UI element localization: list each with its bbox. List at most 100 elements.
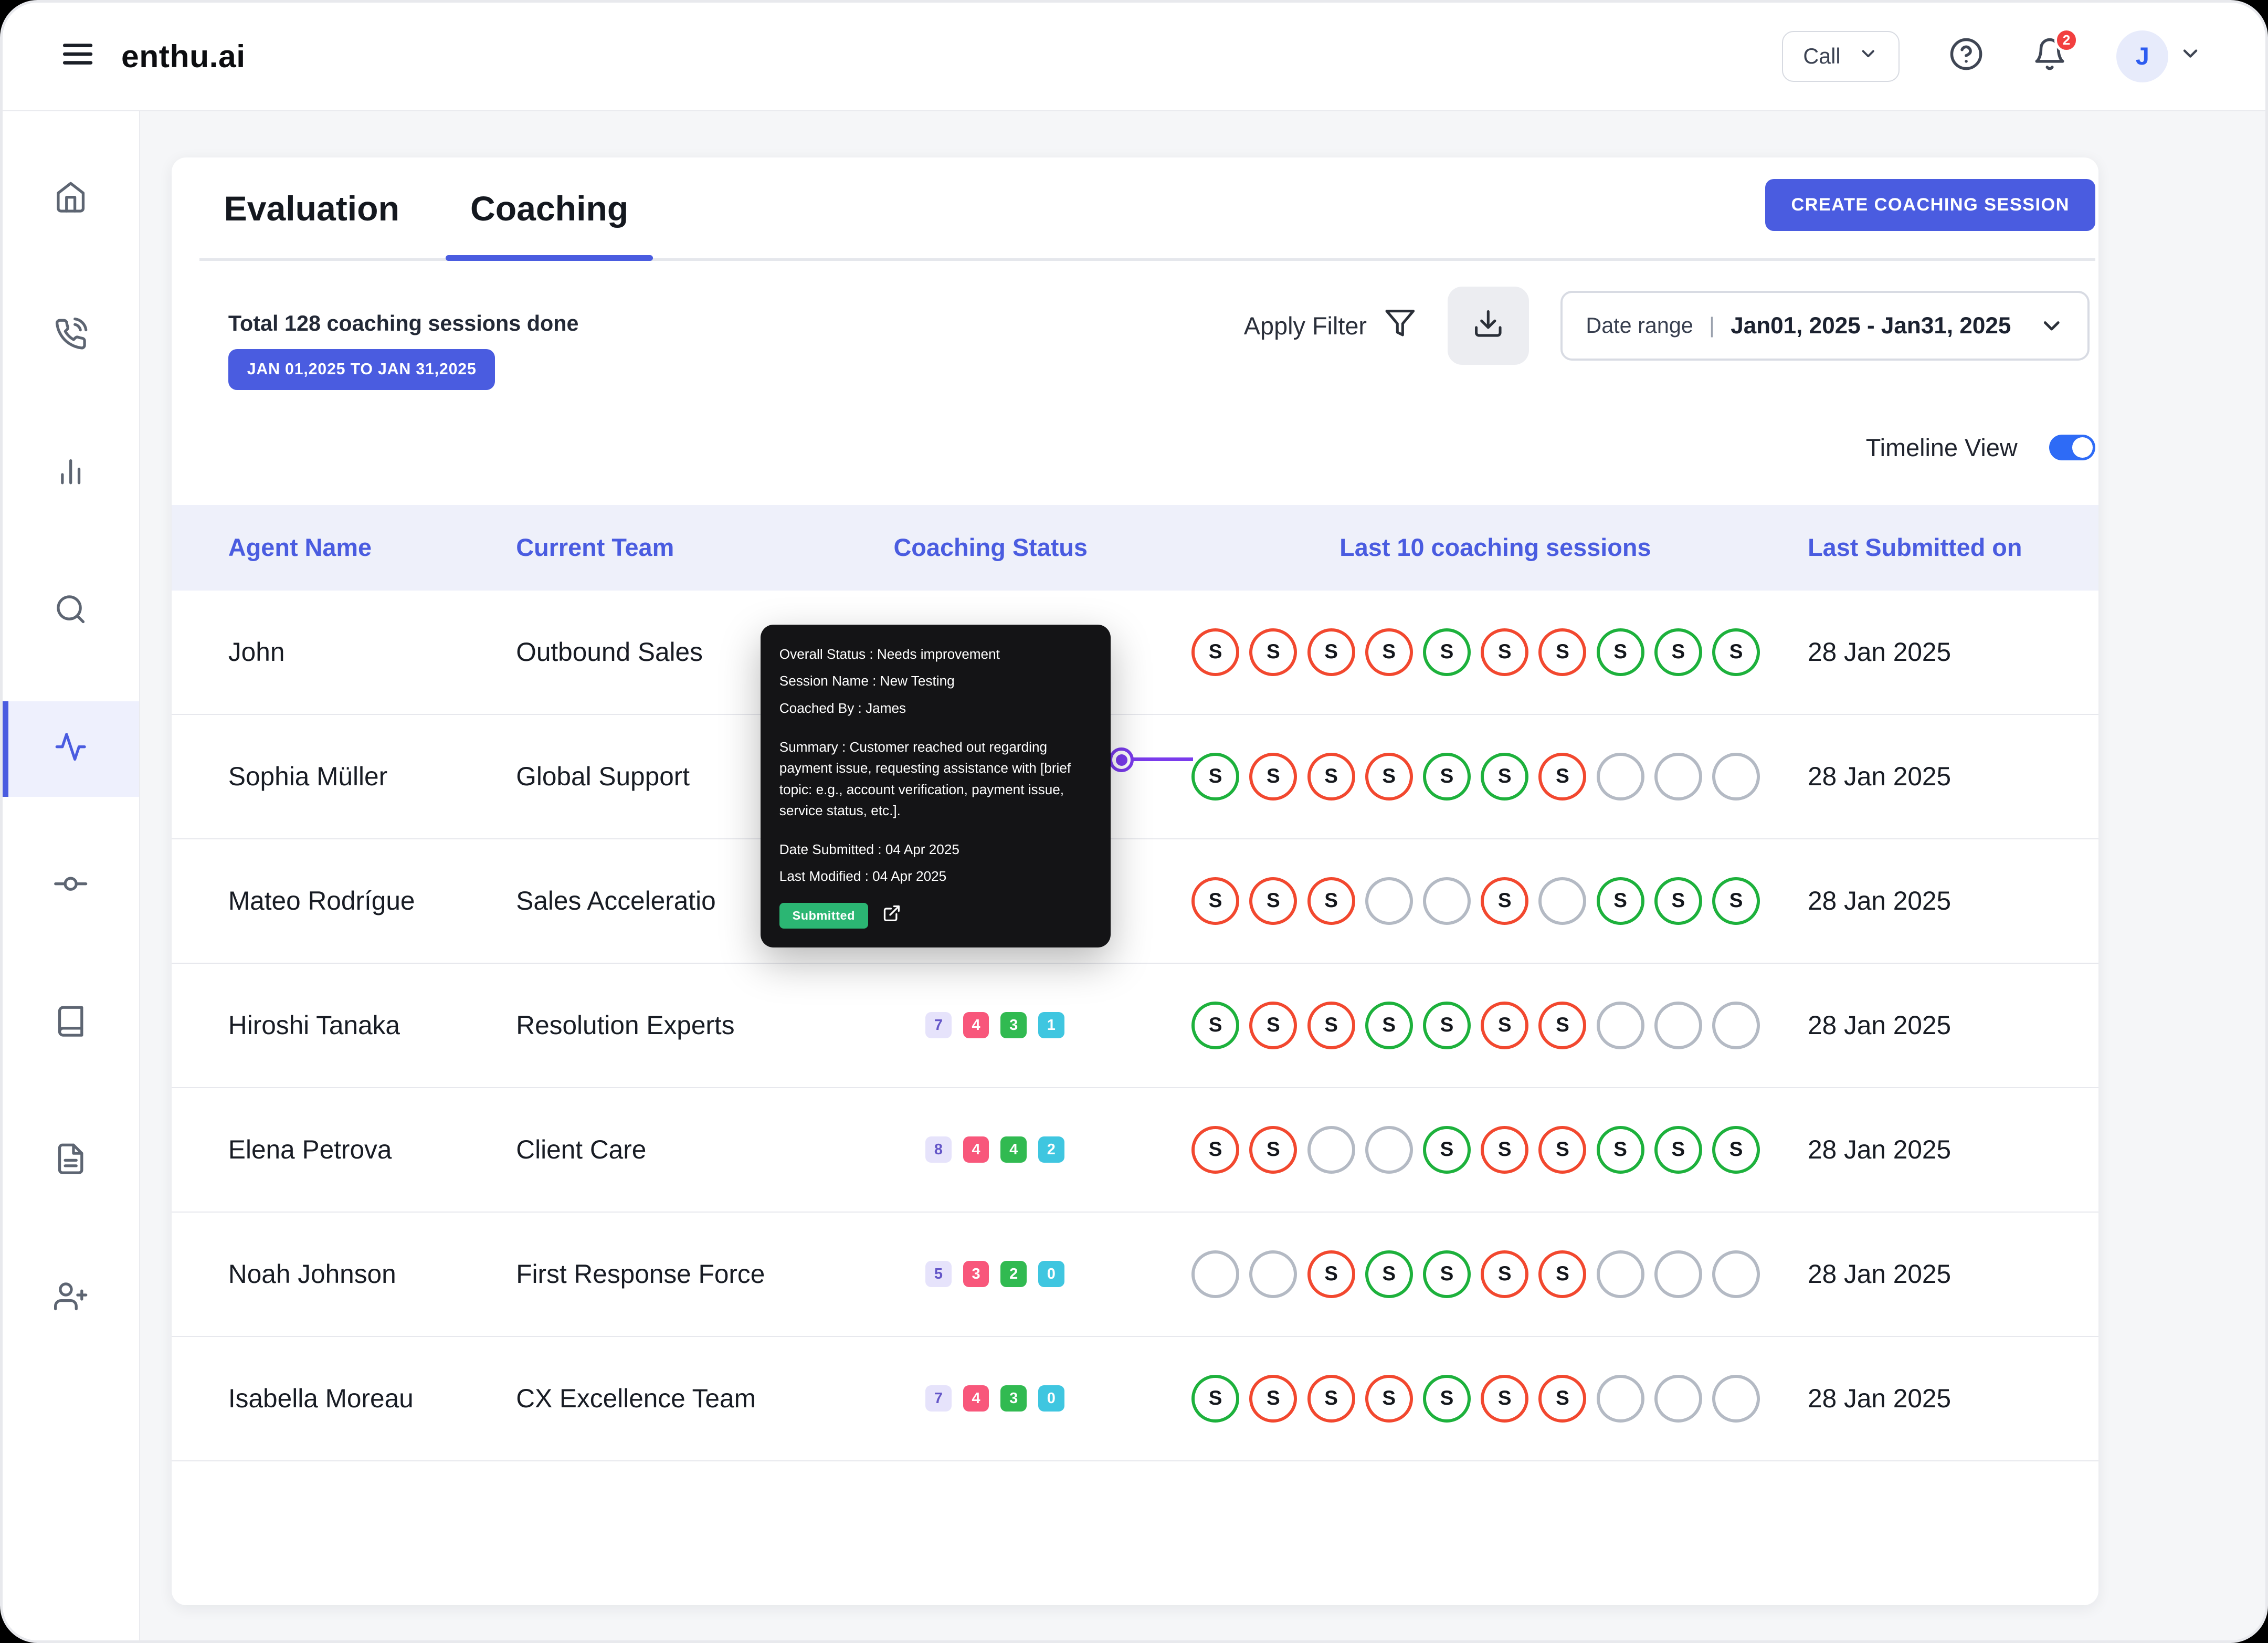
session-circle[interactable]: S	[1307, 877, 1355, 925]
session-circle[interactable]: S	[1365, 752, 1413, 801]
session-circle[interactable]: S	[1538, 1374, 1587, 1423]
session-circle[interactable]	[1596, 1001, 1644, 1049]
session-circle[interactable]: S	[1712, 1125, 1760, 1174]
session-circle[interactable]	[1596, 752, 1644, 801]
sidebar-item-integrations[interactable]	[3, 839, 139, 934]
session-circle[interactable]	[1596, 1250, 1644, 1298]
session-circle[interactable]	[1712, 1374, 1760, 1423]
apply-filter-button[interactable]: Apply Filter	[1244, 307, 1416, 345]
session-circle[interactable]: S	[1249, 628, 1297, 676]
session-circle[interactable]: S	[1307, 1001, 1355, 1049]
session-circle[interactable]: S	[1481, 877, 1529, 925]
session-circle[interactable]: S	[1365, 1250, 1413, 1298]
session-circle[interactable]	[1654, 1374, 1702, 1423]
status-count-badge: 0	[1038, 1385, 1064, 1412]
session-circle[interactable]	[1712, 752, 1760, 801]
session-circle[interactable]: S	[1191, 1001, 1240, 1049]
session-circle[interactable]: S	[1423, 1125, 1471, 1174]
sidebar-item-reports[interactable]	[3, 1113, 139, 1209]
menu-button[interactable]	[60, 37, 95, 76]
session-circle[interactable]: S	[1538, 1125, 1587, 1174]
notifications-button[interactable]: 2	[2032, 28, 2079, 76]
session-circle[interactable]: S	[1307, 628, 1355, 676]
session-circle[interactable]: S	[1596, 628, 1644, 676]
session-circle[interactable]: S	[1423, 1001, 1471, 1049]
session-circle[interactable]: S	[1423, 1374, 1471, 1423]
tooltip-date-submitted: Date Submitted : 04 Apr 2025	[779, 841, 959, 857]
call-dropdown[interactable]: Call	[1781, 31, 1900, 82]
session-circle[interactable]	[1654, 1001, 1702, 1049]
session-circle[interactable]	[1712, 1001, 1760, 1049]
session-circle[interactable]: S	[1249, 1125, 1297, 1174]
session-circle[interactable]: S	[1481, 1125, 1529, 1174]
session-circle[interactable]: S	[1712, 877, 1760, 925]
status-count-badge: 4	[963, 1136, 989, 1163]
sidebar-item-analytics[interactable]	[3, 426, 139, 522]
session-circle[interactable]: S	[1481, 628, 1529, 676]
date-range-picker[interactable]: Date range | Jan01, 2025 - Jan31, 2025	[1560, 291, 2090, 361]
session-circle[interactable]	[1654, 752, 1702, 801]
session-circle[interactable]: S	[1191, 1125, 1240, 1174]
user-menu[interactable]: J	[2116, 30, 2202, 82]
session-circle[interactable]: S	[1654, 877, 1702, 925]
sidebar-item-coaching[interactable]	[3, 701, 139, 797]
session-circle[interactable]: S	[1654, 1125, 1702, 1174]
session-circle[interactable]: S	[1481, 1001, 1529, 1049]
session-circle[interactable]: S	[1538, 752, 1587, 801]
session-circle[interactable]: S	[1538, 628, 1587, 676]
session-circle[interactable]: S	[1596, 877, 1644, 925]
session-circle[interactable]	[1712, 1250, 1760, 1298]
session-circle[interactable]	[1365, 877, 1413, 925]
session-circle[interactable]	[1249, 1250, 1297, 1298]
session-circle[interactable]: S	[1481, 1374, 1529, 1423]
session-circle[interactable]: S	[1307, 1374, 1355, 1423]
session-circle[interactable]	[1654, 1250, 1702, 1298]
date-range-value: Jan01, 2025 - Jan31, 2025	[1731, 312, 2011, 339]
status-count-badge: 5	[925, 1261, 952, 1287]
sidebar-item-add-user[interactable]	[3, 1251, 139, 1346]
create-coaching-session-button[interactable]: CREATE COACHING SESSION	[1765, 179, 2096, 231]
session-circle[interactable]: S	[1423, 628, 1471, 676]
session-circle[interactable]: S	[1596, 1125, 1644, 1174]
session-circle[interactable]	[1365, 1125, 1413, 1174]
session-circle[interactable]: S	[1191, 628, 1240, 676]
session-circle[interactable]: S	[1423, 1250, 1471, 1298]
sidebar-item-calls[interactable]	[3, 289, 139, 385]
session-circle[interactable]	[1538, 877, 1587, 925]
session-circle[interactable]: S	[1249, 1001, 1297, 1049]
help-button[interactable]	[1949, 37, 1984, 76]
session-circle[interactable]: S	[1481, 1250, 1529, 1298]
status-count-badge: 3	[1000, 1012, 1027, 1038]
tab-evaluation[interactable]: Evaluation	[199, 177, 424, 258]
session-circle[interactable]	[1307, 1125, 1355, 1174]
session-circle[interactable]: S	[1307, 1250, 1355, 1298]
sidebar-item-home[interactable]	[3, 152, 139, 247]
session-circle[interactable]: S	[1249, 752, 1297, 801]
download-button[interactable]	[1448, 287, 1529, 365]
session-circle[interactable]	[1191, 1250, 1240, 1298]
session-circle[interactable]: S	[1365, 628, 1413, 676]
session-circle[interactable]: S	[1654, 628, 1702, 676]
tab-coaching[interactable]: Coaching	[446, 177, 653, 260]
session-circle[interactable]: S	[1249, 877, 1297, 925]
session-circle[interactable]: S	[1538, 1250, 1587, 1298]
open-session-button[interactable]	[882, 904, 901, 928]
session-circle[interactable]	[1596, 1374, 1644, 1423]
sidebar-item-library[interactable]	[3, 976, 139, 1072]
session-circle[interactable]: S	[1191, 1374, 1240, 1423]
session-circle[interactable]: S	[1365, 1374, 1413, 1423]
session-circle[interactable]: S	[1249, 1374, 1297, 1423]
session-circle[interactable]: S	[1481, 752, 1529, 801]
session-circle[interactable]: S	[1191, 752, 1240, 801]
session-circle[interactable]: S	[1307, 752, 1355, 801]
session-circle[interactable]: S	[1423, 752, 1471, 801]
session-circle[interactable]: S	[1712, 628, 1760, 676]
timeline-view-toggle[interactable]	[2049, 434, 2096, 461]
session-circle[interactable]: S	[1538, 1001, 1587, 1049]
sidebar-item-search[interactable]	[3, 564, 139, 659]
session-circle[interactable]: S	[1191, 877, 1240, 925]
session-circle[interactable]: S	[1365, 1001, 1413, 1049]
session-circle[interactable]	[1423, 877, 1471, 925]
